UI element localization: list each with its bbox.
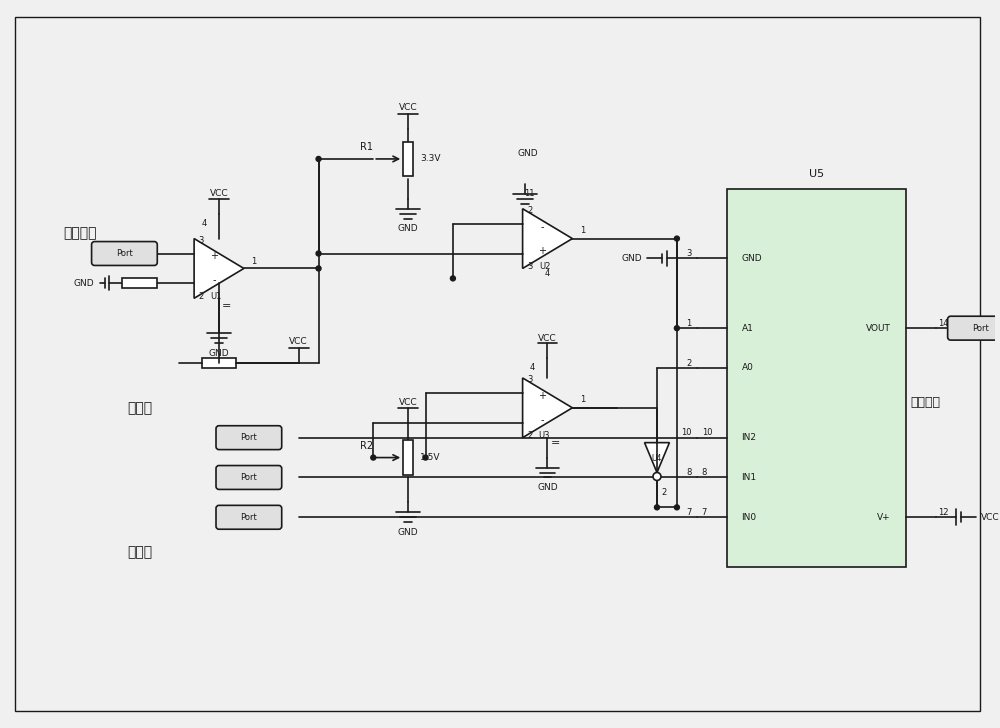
Circle shape <box>423 455 428 460</box>
Text: 3: 3 <box>686 249 692 258</box>
Circle shape <box>674 236 679 241</box>
Text: VCC: VCC <box>210 189 228 198</box>
Text: Port: Port <box>240 513 257 522</box>
FancyBboxPatch shape <box>216 505 282 529</box>
Circle shape <box>371 455 376 460</box>
Text: GND: GND <box>742 254 762 263</box>
Text: -: - <box>541 415 544 424</box>
Text: 3: 3 <box>198 236 204 245</box>
Polygon shape <box>523 209 572 269</box>
Circle shape <box>450 276 455 281</box>
Text: 2: 2 <box>527 206 532 215</box>
Text: GND: GND <box>517 149 538 159</box>
Text: Port: Port <box>972 324 989 333</box>
Text: 小流量: 小流量 <box>127 401 152 415</box>
Bar <box>403 440 413 475</box>
Text: U2: U2 <box>539 262 550 271</box>
FancyBboxPatch shape <box>216 465 282 489</box>
Text: VOUT: VOUT <box>866 324 891 333</box>
Text: 大流量: 大流量 <box>127 545 152 559</box>
Polygon shape <box>523 378 572 438</box>
Text: -: - <box>541 221 544 232</box>
Text: IN0: IN0 <box>742 513 757 522</box>
Text: 1: 1 <box>580 395 585 404</box>
Text: 1: 1 <box>251 257 256 266</box>
FancyBboxPatch shape <box>948 316 1000 340</box>
Text: GND: GND <box>398 528 418 537</box>
Bar <box>727 189 906 567</box>
Text: 2: 2 <box>198 292 204 301</box>
Circle shape <box>653 472 661 480</box>
Text: -: - <box>212 275 216 285</box>
Text: +: + <box>539 391 547 401</box>
Text: Port: Port <box>240 473 257 482</box>
Polygon shape <box>645 443 669 472</box>
Text: VCC: VCC <box>399 398 417 408</box>
Text: 11: 11 <box>524 189 535 198</box>
Text: 流量输出: 流量输出 <box>911 396 941 409</box>
Text: A0: A0 <box>742 363 753 373</box>
Text: 4: 4 <box>530 363 535 373</box>
Circle shape <box>316 266 321 271</box>
Text: Port: Port <box>240 433 257 442</box>
Text: 7: 7 <box>686 508 692 517</box>
Text: 1: 1 <box>687 319 692 328</box>
Text: +: + <box>539 245 547 256</box>
Text: 正常流量: 正常流量 <box>63 226 96 240</box>
Text: 1: 1 <box>580 226 585 235</box>
Circle shape <box>654 505 659 510</box>
Text: +: + <box>210 251 218 261</box>
Text: U1: U1 <box>210 292 222 301</box>
Text: 2: 2 <box>527 431 532 440</box>
Text: 1.5V: 1.5V <box>420 453 441 462</box>
Text: R1: R1 <box>360 142 373 152</box>
Bar <box>403 141 413 176</box>
Text: U4: U4 <box>652 454 662 463</box>
Text: GND: GND <box>209 349 229 357</box>
Text: VCC: VCC <box>538 333 556 343</box>
Text: GND: GND <box>74 279 95 288</box>
Circle shape <box>674 505 679 510</box>
Circle shape <box>674 325 679 331</box>
Text: VCC: VCC <box>980 513 999 522</box>
Text: 12: 12 <box>938 508 948 517</box>
Circle shape <box>316 251 321 256</box>
FancyBboxPatch shape <box>216 426 282 450</box>
Text: 8: 8 <box>686 468 692 477</box>
Text: GND: GND <box>398 224 418 233</box>
Text: 10: 10 <box>702 428 712 438</box>
Text: A1: A1 <box>742 324 753 333</box>
Text: 4: 4 <box>545 269 550 278</box>
Text: 14: 14 <box>938 319 948 328</box>
Text: IN2: IN2 <box>742 433 757 442</box>
Text: GND: GND <box>621 254 642 263</box>
Text: U5: U5 <box>809 169 824 179</box>
Text: GND: GND <box>537 483 558 492</box>
Text: VCC: VCC <box>399 103 417 111</box>
Bar <box>122 278 157 288</box>
Circle shape <box>316 157 321 162</box>
Text: =: = <box>222 301 232 312</box>
Text: 3.3V: 3.3V <box>420 154 441 164</box>
Text: 2: 2 <box>687 358 692 368</box>
Polygon shape <box>194 239 244 298</box>
Text: VCC: VCC <box>289 336 308 346</box>
Text: 4: 4 <box>201 219 207 228</box>
Text: =: = <box>551 438 560 448</box>
Bar <box>202 358 236 368</box>
Text: 10: 10 <box>681 428 692 438</box>
FancyBboxPatch shape <box>92 242 157 266</box>
Text: IN1: IN1 <box>742 473 757 482</box>
Text: Port: Port <box>116 249 133 258</box>
Text: 3: 3 <box>527 262 532 271</box>
Text: R2: R2 <box>360 440 373 451</box>
Text: 7: 7 <box>702 508 707 517</box>
Text: 8: 8 <box>702 468 707 477</box>
Text: U3: U3 <box>539 431 550 440</box>
Text: 3: 3 <box>527 376 532 384</box>
Text: V+: V+ <box>877 513 891 522</box>
Text: 2: 2 <box>661 488 667 497</box>
